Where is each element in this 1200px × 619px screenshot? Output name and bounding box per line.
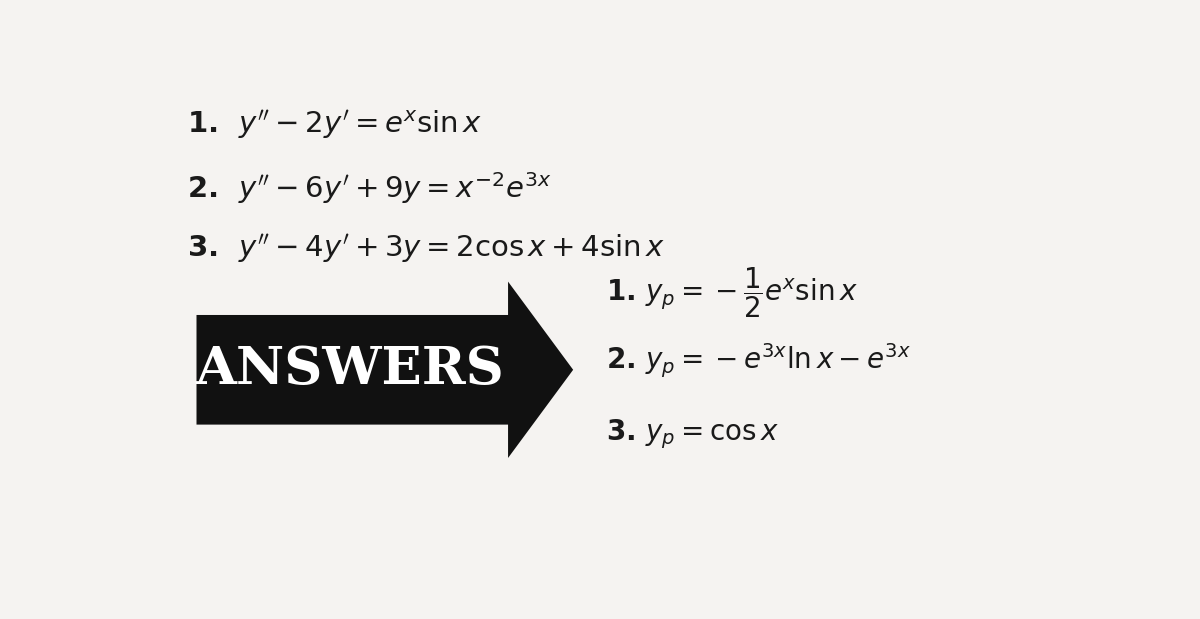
Text: 3.  $y'' - 4y' + 3y = 2\cos x + 4\sin x$: 3. $y'' - 4y' + 3y = 2\cos x + 4\sin x$ xyxy=(187,232,666,264)
Text: 1. $y_p = -\dfrac{1}{2}e^x \sin x$: 1. $y_p = -\dfrac{1}{2}e^x \sin x$ xyxy=(606,265,858,319)
Text: ANSWERS: ANSWERS xyxy=(196,344,504,396)
Polygon shape xyxy=(197,282,574,458)
Text: 3. $y_p = \cos x$: 3. $y_p = \cos x$ xyxy=(606,417,779,451)
Text: 2. $y_p = -e^{3x}\ln x - e^{3x}$: 2. $y_p = -e^{3x}\ln x - e^{3x}$ xyxy=(606,341,911,379)
Text: 1.  $y'' - 2y' = e^x \sin x$: 1. $y'' - 2y' = e^x \sin x$ xyxy=(187,108,482,141)
Text: 2.  $y'' - 6y' + 9y = x^{-2}e^{3x}$: 2. $y'' - 6y' + 9y = x^{-2}e^{3x}$ xyxy=(187,170,552,206)
